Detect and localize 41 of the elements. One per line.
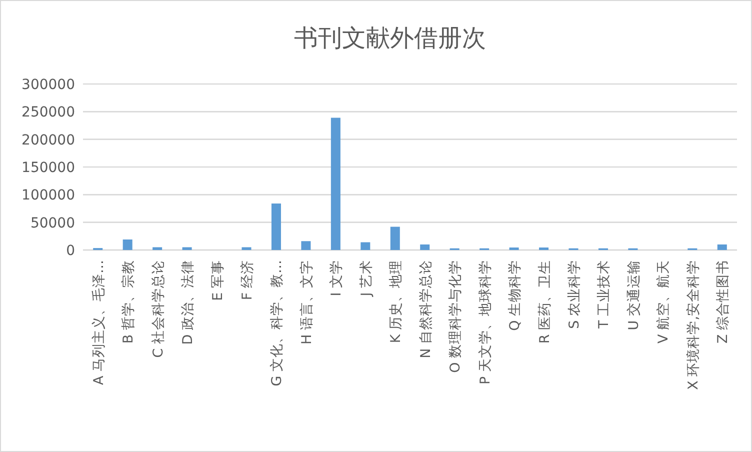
y-tick-label: 200000	[22, 132, 75, 148]
x-tick-label: F 经济	[240, 260, 256, 300]
bar	[390, 226, 400, 250]
bar	[271, 204, 281, 250]
bar	[122, 239, 132, 250]
x-tick-label: A 马列主义、毛泽…	[90, 260, 107, 386]
y-tick-label: 100000	[22, 188, 75, 204]
x-tick-label: Q 生物科学	[507, 260, 524, 331]
bar	[152, 247, 162, 250]
x-tick-label: O 数理科学与化学	[448, 260, 464, 373]
x-tick-label: P 天文学、地球科学	[477, 260, 494, 384]
bar	[330, 118, 340, 250]
bar	[242, 247, 252, 250]
y-tick-label: 150000	[22, 160, 75, 176]
x-tick-label: I 文学	[328, 260, 345, 296]
bar	[717, 244, 727, 250]
y-tick-label: 300000	[22, 77, 75, 93]
x-tick-label: G 文化、科学、教…	[269, 260, 286, 386]
chart-title: 书刊文献外借册次	[294, 24, 486, 52]
x-tick-label: X 环境科学,安全科学	[685, 260, 702, 390]
x-tick-label: K 历史、地理	[388, 260, 404, 344]
x-tick-label: V 航空、航天	[656, 260, 672, 344]
bar	[360, 242, 370, 250]
x-tick-label: Z 综合性图书	[715, 260, 732, 344]
bar	[420, 244, 430, 250]
x-tick-label: J 艺术	[358, 260, 374, 298]
x-tick-label: U 交通运输	[626, 260, 642, 330]
bar	[182, 247, 192, 250]
x-tick-label: D 政治、法律	[180, 260, 196, 345]
y-tick-label: 0	[66, 243, 75, 259]
y-tick-label: 250000	[22, 104, 75, 121]
bar	[301, 241, 311, 250]
x-tick-label: B 哲学、宗教	[120, 260, 137, 344]
y-tick-label: 50000	[30, 215, 75, 232]
x-tick-label: H 语言、文字	[298, 260, 315, 344]
x-tick-label: N 自然科学总论	[418, 260, 434, 358]
x-tick-label: S 农业科学	[566, 260, 582, 329]
x-tick-label: E 军事	[210, 260, 226, 301]
x-tick-label: C 社会科学总论	[150, 260, 166, 358]
x-tick-label: R 医药、卫生	[536, 260, 553, 344]
x-tick-label: T 工业技术	[596, 260, 612, 330]
